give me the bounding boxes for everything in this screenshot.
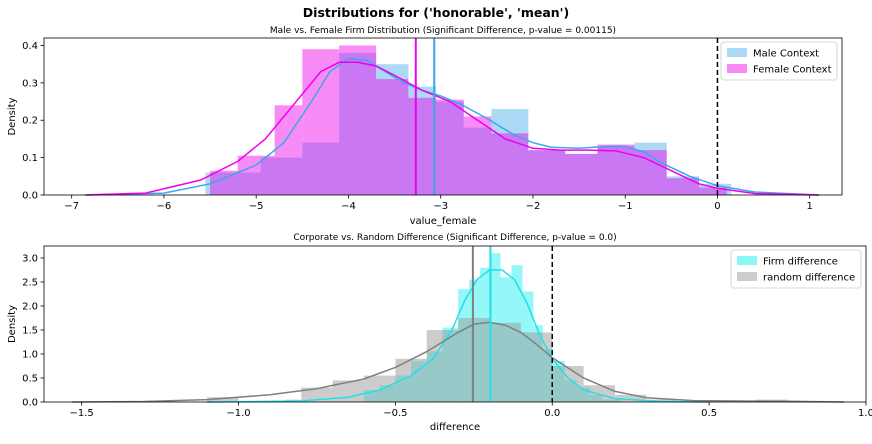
kde-line [85, 61, 819, 196]
histogram-bar [463, 116, 492, 195]
histogram-bar [376, 79, 409, 195]
legend-swatch [727, 48, 747, 57]
histogram-bar [489, 322, 521, 402]
y-tick-label: 0.0 [22, 191, 38, 202]
legend-label: Firm difference [763, 257, 838, 268]
histogram-bar [376, 64, 409, 196]
x-tick-label: 0.0 [544, 408, 560, 419]
figure-suptitle: Distributions for ('honorable', 'mean') [303, 5, 569, 20]
chart-title: Corporate vs. Random Difference (Signifi… [293, 233, 616, 243]
histogram-bar [565, 153, 598, 195]
y-tick-label: 0.5 [22, 374, 38, 385]
y-tick-label: 0.4 [22, 41, 38, 52]
legend-swatch [737, 272, 757, 281]
y-tick-label: 1.5 [22, 326, 38, 337]
histogram-bar [699, 183, 732, 195]
y-tick-label: 2.0 [22, 302, 38, 313]
x-tick-label: −1 [618, 201, 633, 212]
legend-box [730, 249, 862, 289]
x-tick-label: −1.5 [70, 408, 94, 419]
histogram-bar [491, 133, 529, 195]
y-tick-label: 2.5 [22, 278, 38, 289]
y-tick-label: 0.3 [22, 78, 38, 89]
histogram-bar [339, 52, 377, 196]
x-tick-label: 1.0 [858, 408, 872, 419]
y-tick-label: 0.2 [22, 116, 38, 127]
histogram-bar [615, 394, 647, 402]
legend-swatch [727, 64, 747, 73]
histogram-bars [205, 45, 732, 196]
y-tick-label: 0.1 [22, 153, 38, 164]
histogram-bar [426, 330, 459, 402]
histogram-bar [302, 49, 340, 195]
chart-corporate-vs-random: Corporate vs. Random Difference (Signifi… [7, 233, 872, 433]
histogram-bar [528, 150, 566, 195]
histogram-bar [520, 332, 553, 402]
histogram-bars [207, 253, 788, 402]
histogram-bar [408, 86, 437, 195]
chart-male-vs-female: Male vs. Female Firm Distribution (Signi… [7, 26, 843, 227]
x-tick-label: −7 [64, 201, 79, 212]
x-axis-label: difference [430, 422, 480, 433]
chart-title: Male vs. Female Firm Distribution (Signi… [270, 26, 616, 36]
histogram-bar [491, 109, 529, 195]
x-tick-label: −6 [157, 201, 172, 212]
x-tick-label: −0.5 [383, 408, 407, 419]
histogram-bar [260, 157, 303, 195]
y-tick-label: 0.0 [22, 398, 38, 409]
histogram-bar [274, 105, 303, 195]
histogram-bar [237, 155, 275, 195]
histogram-bar [552, 366, 584, 402]
histogram-bar [565, 153, 598, 195]
histogram-bar [634, 150, 667, 195]
legend-box [720, 41, 838, 81]
kde-line [72, 321, 845, 403]
y-axis-label: Density [7, 97, 18, 135]
histogram-bar [436, 101, 464, 195]
histogram-bar [332, 380, 365, 402]
histogram-bar [205, 172, 261, 195]
legend: Firm difference random difference [730, 249, 862, 289]
legend-label: Male Context [753, 49, 819, 60]
legend-label: Female Context [753, 65, 832, 76]
y-tick-label: 3.0 [22, 254, 38, 265]
histogram-bar [302, 142, 340, 195]
kde-line [207, 269, 710, 403]
x-tick-label: −1.0 [226, 408, 250, 419]
x-tick-label: 0.5 [701, 408, 717, 419]
histogram-bar [463, 127, 492, 195]
x-tick-label: −2 [526, 201, 541, 212]
x-tick-label: 1 [807, 201, 813, 212]
histogram-bar [666, 176, 700, 195]
plot-frame [43, 245, 867, 403]
x-tick-label: −3 [433, 201, 448, 212]
kde-line [85, 57, 819, 196]
legend-label: random difference [763, 273, 855, 284]
y-tick-label: 1.0 [22, 350, 38, 361]
x-axis-label: value_female [410, 216, 477, 227]
legend-swatch [737, 256, 757, 265]
histogram-bar [364, 375, 396, 402]
histogram-bar [207, 397, 239, 402]
histogram-bar [436, 99, 464, 195]
plot-frame [43, 37, 843, 196]
histogram-bar [408, 97, 437, 195]
y-axis-label: Density [7, 305, 18, 343]
histogram-bar [699, 187, 727, 195]
histogram-bar [528, 150, 566, 195]
histogram-bar [597, 144, 635, 195]
x-tick-label: −5 [249, 201, 264, 212]
x-tick-label: 0 [714, 201, 720, 212]
x-tick-label: −4 [341, 201, 356, 212]
histogram-bar [339, 45, 377, 195]
histogram-bar [666, 178, 700, 195]
legend: Male Context Female Context [720, 41, 838, 81]
